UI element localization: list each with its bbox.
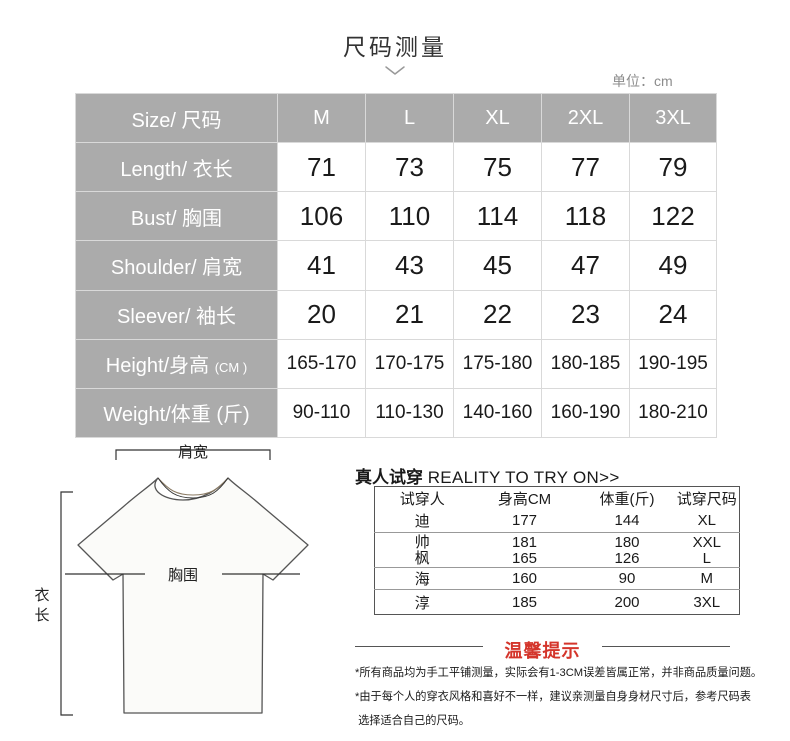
- svg-text:衣长: 衣长: [34, 587, 49, 624]
- svg-text:肩宽: 肩宽: [178, 444, 208, 461]
- svg-text:胸围: 胸围: [168, 567, 198, 584]
